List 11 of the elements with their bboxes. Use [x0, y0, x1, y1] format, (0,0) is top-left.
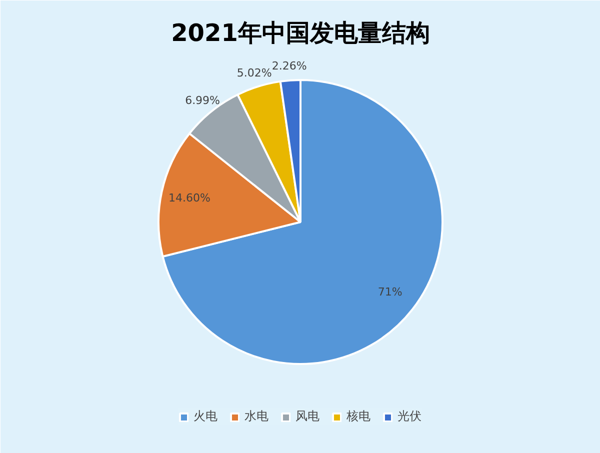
- legend-label: 核电: [346, 408, 370, 425]
- data-label: 5.02%: [236, 66, 272, 80]
- legend-label: 光伏: [398, 408, 422, 425]
- data-label: 2.26%: [272, 60, 307, 73]
- legend-label: 风电: [296, 408, 320, 425]
- legend-label: 火电: [194, 408, 218, 425]
- data-label: 6.99%: [185, 94, 220, 107]
- data-label: 71%: [378, 285, 402, 298]
- data-label: 14.60%: [168, 191, 210, 204]
- legend-label: 水电: [244, 408, 268, 425]
- chart-title: 2021年中国发电量结构: [171, 19, 430, 47]
